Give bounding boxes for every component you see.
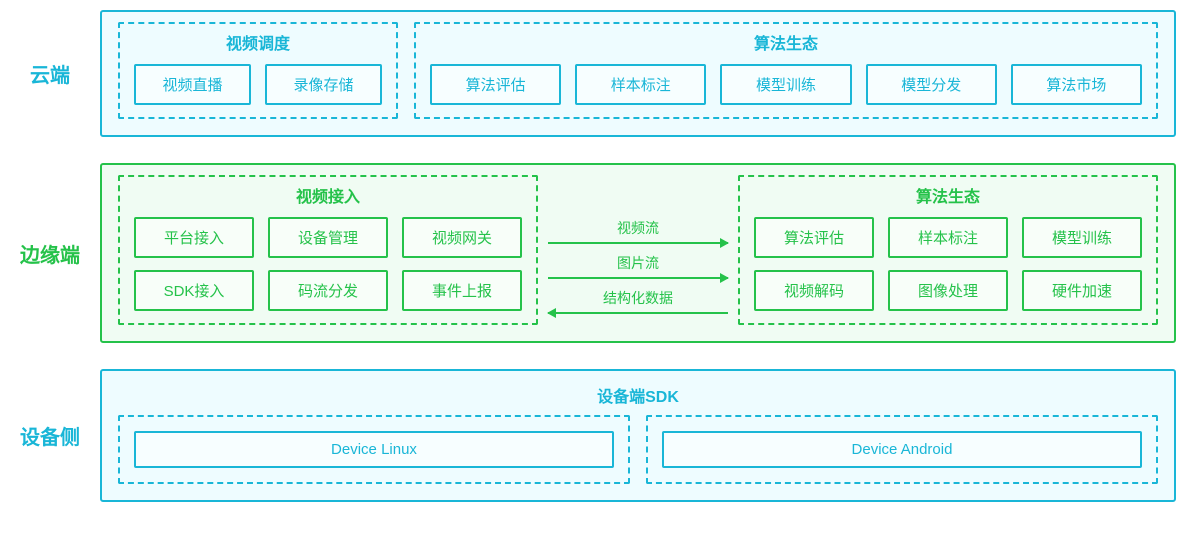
item-video-live: 视频直播 [134,64,251,105]
item-hw-accel: 硬件加速 [1022,270,1142,311]
cloud-container: 视频调度 视频直播 录像存储 算法生态 算法评估 样本标注 模型训练 模型分发 … [100,10,1176,137]
item-event-report: 事件上报 [402,270,522,311]
item-sample-label: 样本标注 [888,217,1008,258]
item-model-train: 模型训练 [1022,217,1142,258]
section-title: 视频接入 [296,183,360,207]
edge-video-access: 视频接入 平台接入 设备管理 视频网关 SDK接入 码流分发 事件上报 [118,175,538,325]
item-algo-market: 算法市场 [1011,64,1142,105]
item-model-train: 模型训练 [720,64,851,105]
item-stream-dist: 码流分发 [268,270,388,311]
edge-label: 边缘端 [0,239,100,268]
section-title: 算法生态 [754,30,818,54]
item-video-decode: 视频解码 [754,270,874,311]
edge-flows: 视频流 图片流 结构化数据 [538,175,738,325]
item-video-gateway: 视频网关 [402,217,522,258]
flow-label: 视频流 [617,220,659,236]
device-row: 设备侧 设备端SDK Device Linux Device Android [0,369,1200,502]
device-label: 设备侧 [0,421,100,450]
flow-struct-data: 结构化数据 [542,288,734,314]
edge-row: 边缘端 视频接入 平台接入 设备管理 视频网关 SDK接入 码流分发 事件上报 … [0,163,1200,343]
item-sample-label: 样本标注 [575,64,706,105]
cloud-algorithm-ecology: 算法生态 算法评估 样本标注 模型训练 模型分发 算法市场 [414,22,1158,119]
flow-video-stream: 视频流 [542,218,734,244]
item-sdk-access: SDK接入 [134,270,254,311]
cloud-label: 云端 [0,59,100,88]
item-algo-eval: 算法评估 [754,217,874,258]
item-device-linux: Device Linux [134,431,614,468]
arrow-right-icon [548,277,728,279]
item-model-dist: 模型分发 [866,64,997,105]
arrow-right-icon [548,242,728,244]
item-device-manage: 设备管理 [268,217,388,258]
item-record-storage: 录像存储 [265,64,382,105]
item-platform-access: 平台接入 [134,217,254,258]
device-container: 设备端SDK Device Linux Device Android [100,369,1176,502]
item-image-process: 图像处理 [888,270,1008,311]
edge-algorithm-ecology: 算法生态 算法评估 样本标注 模型训练 视频解码 图像处理 硬件加速 [738,175,1158,325]
arrow-left-icon [548,312,728,314]
section-title: 算法生态 [916,183,980,207]
item-device-android: Device Android [662,431,1142,468]
cloud-video-schedule: 视频调度 视频直播 录像存储 [118,22,398,119]
device-android-section: Device Android [646,415,1158,484]
device-sdk-title: 设备端SDK [118,383,1158,407]
flow-label: 结构化数据 [603,290,673,306]
device-linux-section: Device Linux [118,415,630,484]
flow-label: 图片流 [617,255,659,271]
flow-image-stream: 图片流 [542,253,734,279]
edge-container: 视频接入 平台接入 设备管理 视频网关 SDK接入 码流分发 事件上报 视频流 [100,163,1176,343]
cloud-row: 云端 视频调度 视频直播 录像存储 算法生态 算法评估 样本标注 模型训练 模型… [0,10,1200,137]
item-algo-eval: 算法评估 [430,64,561,105]
section-title: 视频调度 [226,30,290,54]
